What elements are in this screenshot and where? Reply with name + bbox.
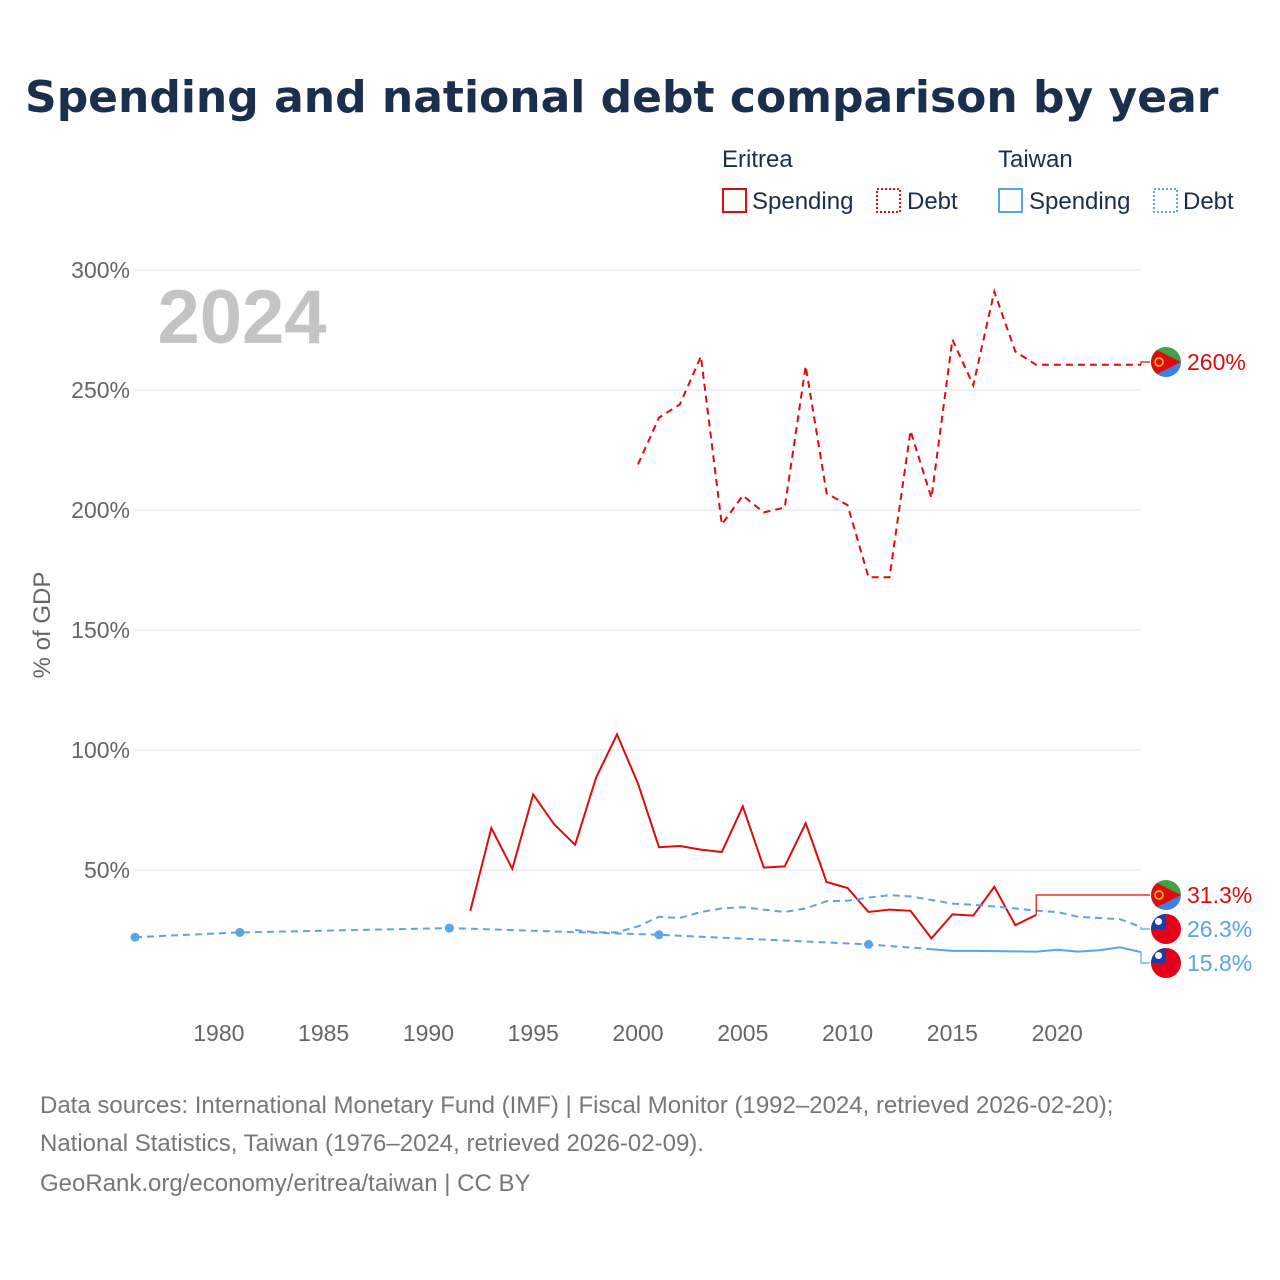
eritrea-debt-end-label: 260% [1187, 349, 1246, 375]
taiwan-flag-icon [1151, 948, 1181, 978]
year-watermark: 2024 [157, 275, 326, 360]
chart-title: Spending and national debt comparison by… [25, 72, 1219, 123]
taiwan-spending-point-2011 [864, 939, 874, 949]
taiwan-debt-line [574, 894, 1142, 934]
y-tick-label-200: 200% [71, 497, 130, 523]
end-labels-layer: 260% 31.3% 26.3% 15.8% [1035, 347, 1252, 978]
gridlines [135, 269, 1141, 871]
taiwan-spending-point-1976 [130, 932, 140, 942]
legend-eritrea-spending-label: Spending [752, 188, 853, 215]
eritrea-flag-icon [1151, 347, 1181, 377]
x-tick-label-2020: 2020 [1032, 1020, 1083, 1046]
footer-sources-line1: Data sources: International Monetary Fun… [40, 1092, 1113, 1119]
eritrea-spending-end-label: 31.3% [1187, 882, 1252, 908]
eritrea-debt-leader-line [1140, 361, 1150, 365]
y-tick-label-300: 300% [71, 257, 130, 283]
y-axis-ticks: 50% 100% 150% 200% 250% 300% [71, 257, 130, 883]
legend: Eritrea Taiwan Spending Debt Spending De… [722, 146, 1234, 215]
legend-taiwan-spending-label: Spending [1029, 188, 1130, 215]
taiwan-spending-line-dashed [134, 927, 932, 951]
x-tick-label-1990: 1990 [403, 1020, 454, 1046]
taiwan-debt-end-label: 26.3% [1187, 916, 1252, 942]
eritrea-spending-leader-line [1035, 894, 1150, 915]
y-tick-label-150: 150% [71, 617, 130, 643]
x-tick-label-1995: 1995 [508, 1020, 559, 1046]
x-tick-label-1980: 1980 [193, 1020, 244, 1046]
eritrea-spending-line [469, 731, 1037, 940]
y-tick-label-50: 50% [84, 857, 130, 883]
taiwan-spending-point-1981 [235, 927, 245, 937]
x-tick-label-2005: 2005 [717, 1020, 768, 1046]
x-tick-label-2010: 2010 [822, 1020, 873, 1046]
legend-eritrea-debt-label: Debt [907, 188, 958, 215]
x-axis-ticks: 1980 1985 1990 1995 2000 2005 2010 2015 2020 [193, 1020, 1083, 1046]
x-tick-label-1985: 1985 [298, 1020, 349, 1046]
series-layer [130, 287, 1142, 954]
eritrea-debt-line [637, 287, 1141, 579]
footer-attribution: GeoRank.org/economy/eritrea/taiwan | CC … [40, 1170, 530, 1197]
eritrea-flag-icon [1151, 880, 1181, 910]
taiwan-debt-leader-line [1140, 926, 1150, 930]
legend-taiwan-spending-swatch [998, 188, 1023, 213]
taiwan-spending-point-1991 [444, 923, 454, 933]
taiwan-spending-leader-line [1140, 952, 1150, 964]
taiwan-spending-point-2001 [654, 930, 664, 940]
legend-taiwan-debt-swatch [1153, 188, 1178, 213]
taiwan-spending-line-solid [931, 946, 1142, 954]
x-tick-label-2000: 2000 [612, 1020, 663, 1046]
legend-group-eritrea: Eritrea [722, 146, 793, 173]
y-axis-label: % of GDP [29, 572, 56, 679]
legend-eritrea-debt-swatch [876, 188, 901, 213]
taiwan-spending-end-label: 15.8% [1187, 950, 1252, 976]
legend-taiwan-debt-label: Debt [1183, 188, 1234, 215]
y-tick-label-250: 250% [71, 377, 130, 403]
x-tick-label-2015: 2015 [927, 1020, 978, 1046]
footer-sources-line2: National Statistics, Taiwan (1976–2024, … [40, 1130, 704, 1157]
taiwan-flag-icon [1151, 914, 1181, 944]
legend-group-taiwan: Taiwan [998, 146, 1073, 173]
footer: Data sources: International Monetary Fun… [40, 1092, 1113, 1197]
y-tick-label-100: 100% [71, 737, 130, 763]
legend-eritrea-spending-swatch [722, 188, 747, 213]
